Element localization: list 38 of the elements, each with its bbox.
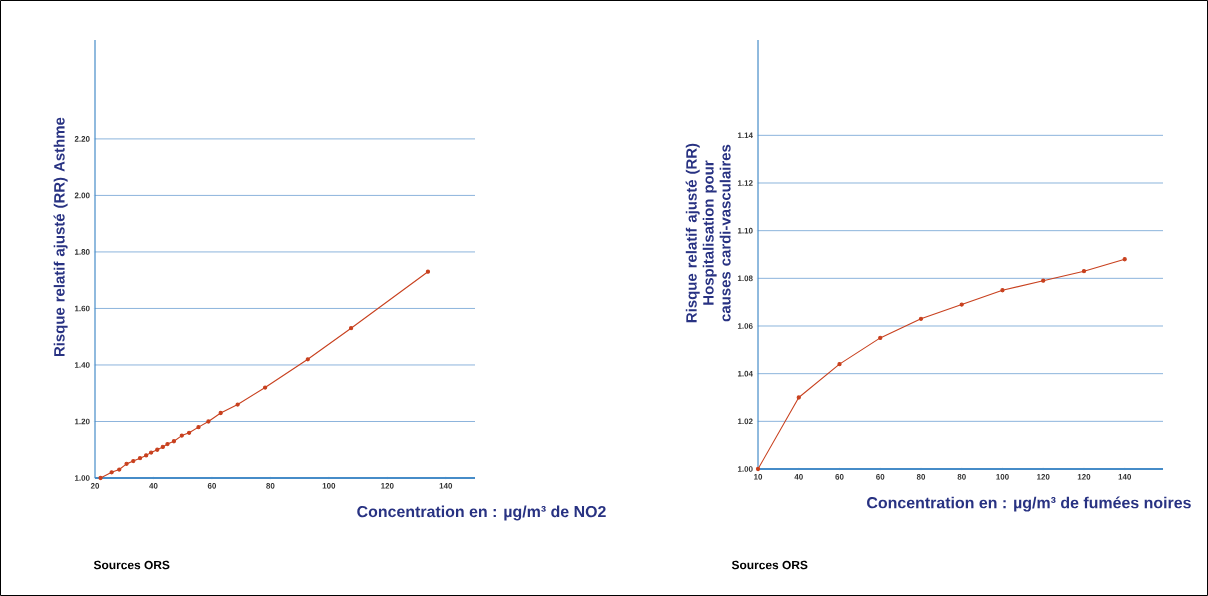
point [196,424,201,430]
point [206,419,211,424]
y-axis-title: Risque relatif ajusté (RR) Hospitalisation pour causes cardi-vasculaires [685,143,731,323]
point [179,433,184,438]
point [218,410,223,416]
point [837,361,842,367]
point [1041,278,1046,283]
point [348,326,354,331]
point [98,475,103,481]
point [155,447,160,452]
point [918,316,924,321]
source-note: Sources ORS [93,560,170,570]
point [131,458,136,464]
point [144,453,149,458]
point [1122,257,1127,262]
source-note: Sources ORS [731,560,808,570]
point [755,466,761,472]
point [1000,288,1005,293]
point [1081,269,1087,274]
point [878,335,883,341]
point [425,269,431,274]
point [305,357,310,362]
y-axis-title: Risque relatif ajusté (RR) Asthme [53,117,68,357]
point [148,450,154,455]
point [160,444,165,450]
point [137,456,143,461]
point [109,470,114,475]
point [235,402,240,407]
point [124,461,129,467]
point [165,441,170,447]
point [262,385,268,390]
x-axis-title: Concentration en : µg/m³ de NO2 [357,505,606,521]
point [171,439,177,444]
point [186,430,192,435]
point [796,395,801,400]
point [959,302,964,307]
point [117,467,122,472]
x-axis-title: Concentration en : µg/m³ de fumées noires [867,496,1191,512]
